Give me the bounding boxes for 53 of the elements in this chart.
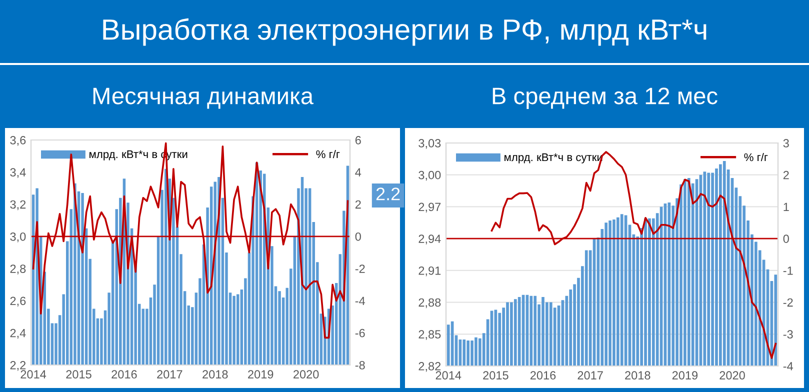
y-tick-label: 3,0 [10, 232, 26, 242]
y-tick-label: 2,97 [418, 202, 441, 213]
x-tick-label: 2014 [20, 370, 46, 379]
y2-tick-label: 4 [355, 168, 362, 176]
legend-label: % г/г [744, 153, 768, 162]
x-tick-label: 2016 [112, 370, 137, 379]
y2-tick-label: -2 [783, 298, 793, 307]
x-tick-label: 2017 [578, 371, 603, 380]
y2-tick-label: 0 [783, 234, 789, 243]
y-tick-label: 2,91 [418, 266, 441, 276]
x-tick-label: 2015 [483, 371, 508, 380]
y2-tick-label: 1 [784, 202, 789, 211]
y-tick-label: 2,82 [418, 362, 441, 372]
y2-tick-label: -3 [783, 330, 793, 339]
x-tick-label: 2018 [202, 370, 228, 379]
y-tick-label: 2,94 [418, 234, 441, 244]
data-label: 2.2 [376, 188, 400, 200]
y2-tick-label: 6 [355, 136, 361, 144]
chart-subtitle: Месячная динамика [93, 88, 314, 109]
line-series [32, 142, 349, 339]
legend-label: % г/г [316, 150, 340, 158]
y2-tick-label: 2 [355, 200, 361, 209]
y2-tick-label: -8 [355, 361, 365, 370]
y-tick-label: 3,4 [10, 168, 26, 178]
y-tick-label: 2,2 [10, 361, 26, 371]
y-tick-label: 2,8 [10, 264, 26, 274]
y-tick-label: 3,6 [10, 136, 26, 146]
y-tick-label: 3,03 [418, 139, 441, 149]
x-tick-label: 2016 [530, 371, 556, 380]
y2-tick-label: 3 [783, 139, 789, 148]
x-tick-label: 2014 [436, 371, 462, 380]
y2-tick-label: -2 [355, 264, 365, 273]
y2-tick-label: -4 [355, 296, 366, 305]
y-tick-label: 3,00 [418, 170, 441, 181]
y-tick-label: 2,4 [10, 328, 26, 339]
y-tick-label: 2,6 [10, 296, 26, 307]
y2-tick-label: -1 [783, 266, 793, 275]
x-tick-label: 2017 [157, 370, 182, 379]
y2-tick-label: 2 [783, 170, 789, 180]
x-tick-label: 2020 [720, 371, 745, 380]
y2-tick-label: -6 [355, 328, 365, 338]
chart-subtitle: В среднем за 12 мес [492, 88, 718, 110]
y2-tick-label: -4 [783, 362, 794, 370]
chart-title: Выработка электроэнергии в РФ, млрд кВт*ч [103, 18, 706, 46]
x-tick-label: 2019 [672, 371, 698, 380]
x-tick-label: 2015 [66, 370, 92, 379]
x-tick-label: 2018 [625, 371, 650, 380]
x-tick-label: 2019 [248, 370, 274, 379]
y-tick-label: 2,85 [418, 330, 441, 340]
y2-tick-label: 0 [355, 232, 361, 241]
y-tick-label: 3,2 [10, 200, 26, 210]
x-tick-label: 2020 [294, 370, 319, 379]
y-tick-label: 2,88 [418, 298, 441, 308]
